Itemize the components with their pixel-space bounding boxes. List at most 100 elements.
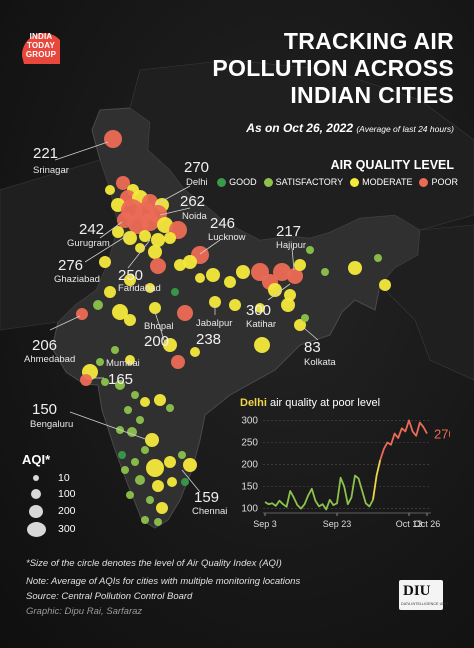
aqi-size-100: 100 [22,486,82,504]
city-marker [190,347,200,357]
chart-x-tick-label: Oct 26 [414,519,441,529]
city-marker [284,289,296,301]
title-line2: POLLUTION ACROSS [212,55,454,81]
chart-series-line [264,474,374,511]
aqi-size-300: 300 [22,521,82,539]
legend-dot [350,177,360,187]
city-name-lucknow: Lucknow [208,232,246,243]
chart-series-line [372,459,382,500]
legend-item-moderate: MODERATE [350,177,412,187]
city-marker [164,456,176,468]
aqi-size-value: 300 [58,523,76,535]
legend-label: SATISFACTORY [275,177,344,187]
city-marker [224,276,236,288]
leader-line [99,221,123,239]
city-aqi-ahmedabad: 206 [32,337,58,354]
leader-line [154,311,166,344]
city-marker [93,300,103,310]
city-aqi-jabalpur: 238 [196,331,222,348]
city-marker [115,380,125,390]
city-marker [135,243,145,253]
city-marker [76,308,88,320]
city-marker [146,459,164,477]
city-marker [181,478,189,486]
city-marker [301,314,309,322]
city-marker [255,303,265,313]
leader-line [267,283,291,301]
city-marker [146,496,154,504]
legend-dot [263,177,273,187]
city-aqi-hajipur: 217 [276,223,302,240]
city-aqi-srinagar: 221 [33,145,59,162]
city-marker [163,338,177,352]
footnote-graphic: Graphic: Dipu Rai, Sarfaraz [26,606,143,617]
leader-line [199,239,221,255]
city-marker [145,433,159,447]
diu-tagline: DATA INTELLIGENCE UNIT [401,602,449,606]
chart-series-line [379,419,428,461]
city-name-mumbai: Mumbai [106,358,140,369]
legend-dot [217,177,227,187]
city-marker [273,263,291,281]
city-marker [374,254,382,262]
city-aqi-bengaluru: 150 [32,401,58,418]
city-marker [104,130,122,148]
city-marker [306,246,314,254]
air-quality-legend: GOOD SATISFACTORY MODERATE POOR [210,177,458,187]
city-aqi-lucknow: 246 [210,215,236,232]
city-marker [111,346,119,354]
legend-label: MODERATE [362,177,413,187]
footnote-source: Source: Central Pollution Control Board [26,591,193,602]
city-marker [112,304,128,320]
city-markers [76,130,391,526]
city-marker [80,374,92,386]
legend-label: GOOD [229,177,257,187]
leader-line [291,247,295,271]
city-marker [131,458,139,466]
chart-y-tick-label: 250 [241,437,258,448]
city-name-ahmedabad: Ahmedabad [24,354,76,365]
city-marker [157,217,173,233]
leader-lines [49,141,319,493]
chart-x-tick-label: Sep 3 [253,519,277,529]
chart-x-tick-label: Oct 13 [396,519,423,529]
aqi-size-legend-title: AQI* [22,452,51,467]
city-marker [174,259,186,271]
city-marker [124,406,132,414]
city-marker [294,319,306,331]
city-aqi-kolkata: 83 [304,339,321,356]
city-aqi-gurugram: 242 [79,221,105,238]
city-name-delhi: Delhi [186,177,208,188]
city-marker [154,518,162,526]
city-aqi-chennai: 159 [194,489,220,506]
city-aqi-mumbai: 165 [108,371,134,388]
india-today-group-logo: INDIA TODAY GROUP [16,26,66,68]
logo-line1: INDIA [29,32,53,41]
city-marker [141,213,159,231]
city-marker [123,231,137,245]
as-of-date: As on Oct 26, 2022 (Average of last 24 h… [246,121,454,135]
city-marker [124,274,136,286]
leader-line [84,234,129,263]
city-name-jabalpur: Jabalpur [196,318,233,329]
city-marker [229,299,241,311]
city-marker [166,404,174,412]
city-marker [287,268,303,284]
leader-line [54,141,109,161]
city-marker [177,305,193,321]
chart-title-rest: air quality at poor level [269,397,381,409]
legend-label: POOR [431,177,458,187]
city-aqi-katihar: 300 [246,302,272,319]
chart-x-tick-label: Sep 23 [323,519,352,529]
city-marker [151,233,165,247]
city-marker [164,232,176,244]
city-aqi-delhi: 270 [184,159,210,176]
city-aqi-ghaziabad: 276 [58,257,84,274]
chart-y-tick-label: 200 [241,460,258,471]
city-marker [171,355,185,369]
city-marker [183,458,197,472]
city-marker [150,258,166,274]
city-marker [118,451,126,459]
